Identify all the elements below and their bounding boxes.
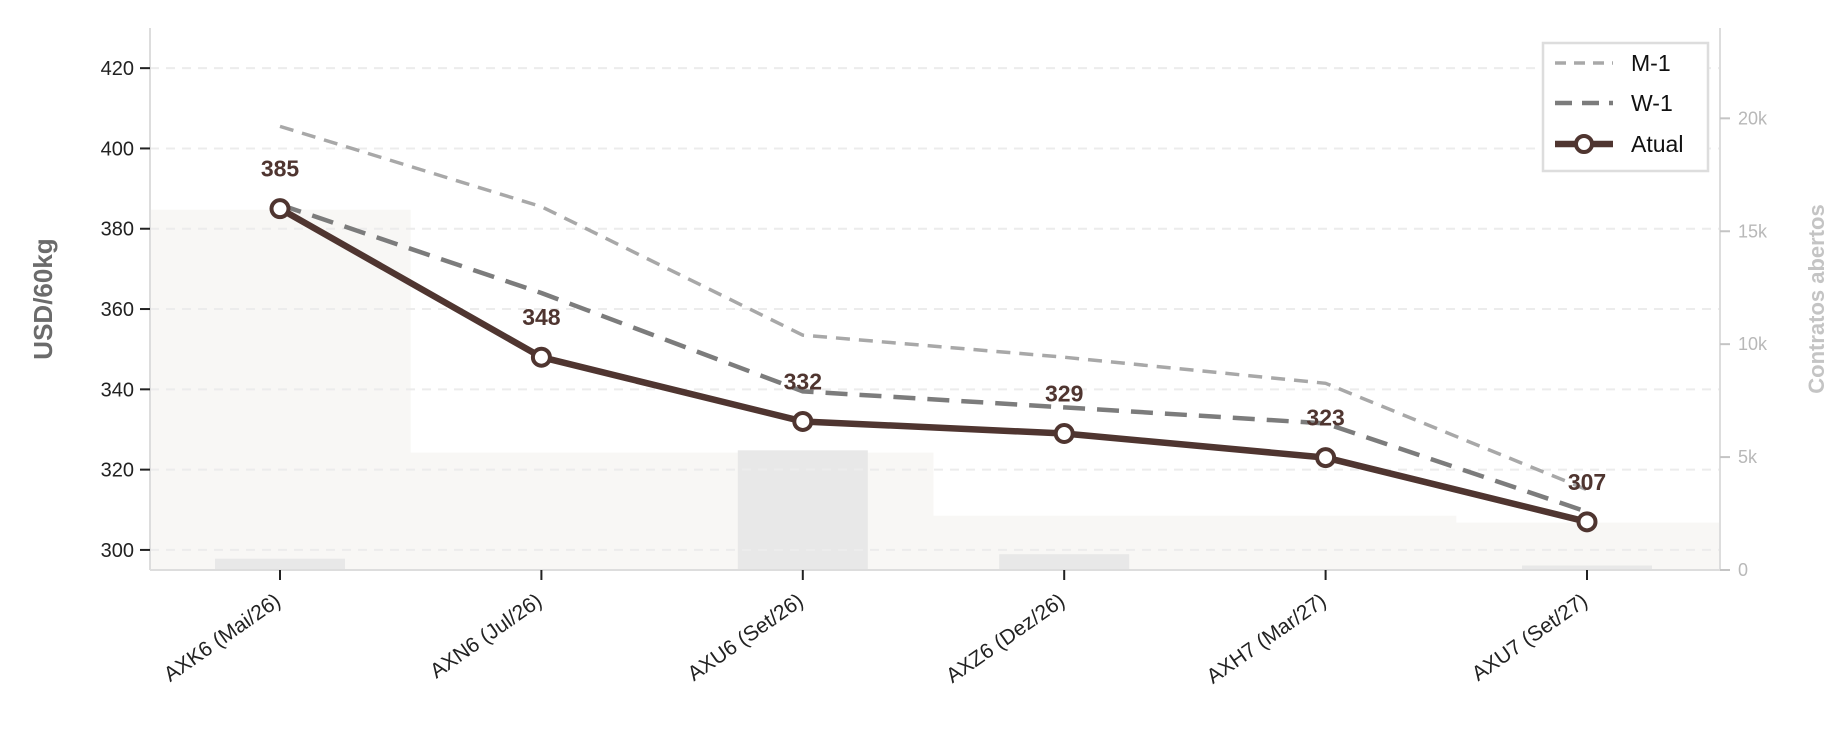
- legend-label: M-1: [1631, 50, 1671, 76]
- legend-marker-atual: [1574, 134, 1594, 154]
- legend-box: [1541, 41, 1710, 173]
- y-tick-label: 380: [101, 219, 134, 241]
- data-labels: 385 348 332 329 323 307: [261, 156, 1606, 495]
- series-line-w-1: [279, 202, 1588, 514]
- grid-lines: [150, 67, 1720, 551]
- data-label: 329: [1045, 380, 1083, 406]
- open-interest-bar: [737, 450, 868, 570]
- y-axis-title: USD/60kg: [28, 238, 58, 359]
- y-tick-label: 400: [101, 138, 134, 160]
- y-tick-label: 420: [101, 58, 134, 80]
- x-tick-label: AXU6 (Set/26): [684, 589, 808, 686]
- series-marker-atual: [1576, 511, 1598, 533]
- series-marker-atual: [1053, 422, 1075, 444]
- y-tick-label: 360: [101, 299, 134, 321]
- y2-axis-title: Contratos abertos: [1804, 204, 1829, 393]
- open-interest-bar: [999, 554, 1130, 570]
- data-label: 348: [522, 304, 561, 330]
- legend-label: W-1: [1631, 90, 1673, 116]
- y-tick-label: 320: [101, 460, 134, 482]
- background-area: [150, 209, 1720, 570]
- series-marker-atual: [792, 410, 814, 432]
- x-tick-label: AXK6 (Mai/26): [160, 589, 285, 686]
- data-label: 307: [1568, 469, 1606, 495]
- x-tick-label: AXH7 (Mar/27): [1203, 589, 1331, 688]
- y2-tick-label: 20k: [1738, 108, 1768, 128]
- series-lines: [269, 124, 1598, 533]
- legend: M-1 W-1 Atual: [1541, 41, 1710, 173]
- series-marker-atual: [1315, 447, 1337, 469]
- data-label: 323: [1306, 405, 1344, 431]
- y2-tick-label: 5k: [1738, 447, 1758, 467]
- x-tick-label: AXZ6 (Dez/26): [942, 589, 1069, 688]
- y-tick-label: 300: [101, 540, 134, 562]
- series-marker-atual: [530, 346, 552, 368]
- background-area-layer: [150, 209, 1720, 570]
- open-interest-bar: [1522, 565, 1652, 570]
- legend-label: Atual: [1631, 131, 1683, 157]
- data-label: 332: [784, 368, 822, 394]
- y2-tick-label: 0: [1738, 560, 1748, 580]
- y-tick-label: 340: [101, 379, 134, 401]
- series-line-atual: [278, 205, 1588, 525]
- open-interest-bar: [215, 558, 345, 570]
- x-tick-label: AXN6 (Jul/26): [426, 589, 546, 683]
- x-tick-label: AXU7 (Set/27): [1468, 589, 1592, 686]
- y2-tick-label: 15k: [1738, 221, 1768, 241]
- data-label: 385: [261, 156, 300, 182]
- series-marker-atual: [269, 198, 291, 220]
- series-line-m-1: [279, 124, 1588, 492]
- y2-tick-label: 10k: [1738, 334, 1768, 354]
